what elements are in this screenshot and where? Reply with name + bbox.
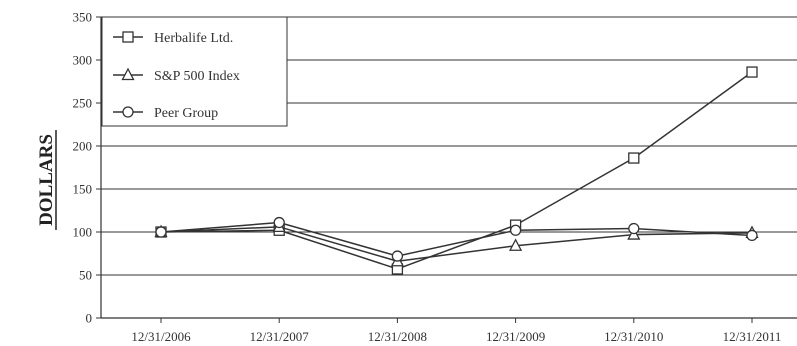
x-tick-label-1: 12/31/2007 bbox=[250, 329, 310, 344]
point-circle-3 bbox=[509, 224, 522, 236]
series-circle bbox=[155, 216, 758, 262]
x-tick-label-4: 12/31/2010 bbox=[604, 329, 663, 344]
y-tick-label-50: 50 bbox=[79, 268, 92, 283]
x-tick-label-5: 12/31/2011 bbox=[723, 329, 782, 344]
legend-item-square: Herbalife Ltd. bbox=[113, 31, 233, 46]
point-square-4 bbox=[628, 152, 640, 164]
legend-label-triangle: S&P 500 Index bbox=[154, 69, 240, 84]
x-tick-label-2: 12/31/2008 bbox=[368, 329, 427, 344]
y-tick-label-100: 100 bbox=[73, 225, 93, 240]
legend-item-circle: Peer Group bbox=[113, 106, 218, 121]
point-circle-0 bbox=[155, 226, 167, 238]
y-tick-label-200: 200 bbox=[73, 139, 93, 154]
legend-label-circle: Peer Group bbox=[154, 106, 218, 121]
point-triangle-3 bbox=[509, 238, 523, 251]
legend: Herbalife Ltd. S&P 500 Index Peer Group bbox=[101, 16, 288, 127]
legend-marker-triangle bbox=[121, 67, 135, 81]
legend-item-triangle: S&P 500 Index bbox=[113, 67, 240, 84]
x-axis-ticks: 12/31/2006 12/31/2007 12/31/2008 12/31/2009… bbox=[131, 318, 781, 344]
legend-marker-square bbox=[122, 31, 134, 43]
y-axis-label: DOLLARS bbox=[36, 134, 57, 226]
series-lines bbox=[154, 66, 759, 275]
x-tick-label-3: 12/31/2009 bbox=[486, 329, 545, 344]
series-line-square bbox=[160, 71, 753, 270]
y-tick-label-350: 350 bbox=[73, 10, 93, 25]
y-tick-label-300: 300 bbox=[73, 53, 93, 68]
y-tick-label-0: 0 bbox=[86, 311, 93, 326]
y-tick-label-150: 150 bbox=[73, 182, 93, 197]
y-axis-ticks: 0 50 100 150 200 250 300 350 bbox=[73, 10, 101, 326]
point-circle-4 bbox=[628, 222, 640, 235]
axes bbox=[100, 17, 797, 319]
legend-marker-circle bbox=[122, 106, 134, 118]
y-tick-label-250: 250 bbox=[73, 96, 93, 111]
point-square-5 bbox=[746, 66, 758, 78]
point-circle-2 bbox=[391, 250, 404, 262]
point-circle-1 bbox=[273, 216, 285, 229]
x-tick-label-0: 12/31/2006 bbox=[131, 329, 191, 344]
legend-label-square: Herbalife Ltd. bbox=[154, 31, 233, 46]
y-axis-title: DOLLARS bbox=[36, 130, 57, 230]
point-circle-5 bbox=[746, 229, 758, 242]
series-line-circle bbox=[160, 221, 753, 257]
series-line-triangle bbox=[160, 226, 753, 263]
